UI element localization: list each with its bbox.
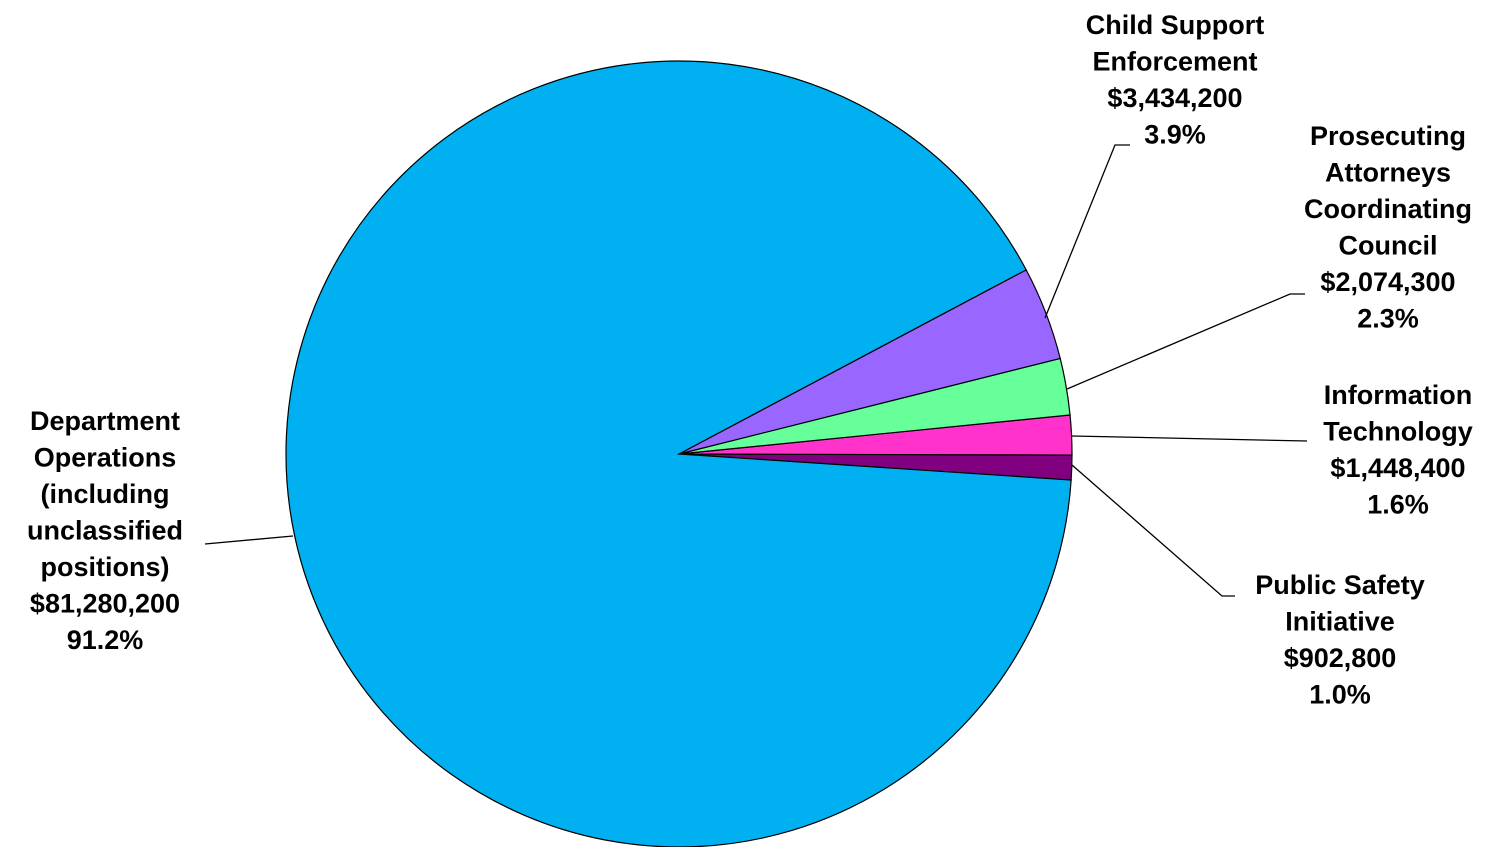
- slice-value-label: $1,448,400: [1330, 453, 1465, 483]
- slice-value-label: $81,280,200: [30, 589, 180, 619]
- slice-value-label: $3,434,200: [1107, 83, 1242, 113]
- slice-value-label: $2,074,300: [1320, 267, 1455, 297]
- slice-percent-label: 91.2%: [67, 625, 144, 655]
- slice-percent-label: 2.3%: [1357, 304, 1419, 334]
- slice-name-label: Operations: [34, 443, 177, 473]
- leader-line-4: [1071, 464, 1235, 597]
- slice-percent-label: 3.9%: [1144, 120, 1206, 150]
- slice-name-label: Council: [1339, 231, 1438, 261]
- slice-label-1: Child Support Enforcement $3,434,200 3.9%: [1086, 10, 1264, 150]
- slice-label-0: Department Operations (including unclassifi…: [27, 406, 183, 655]
- slice-percent-label: 1.6%: [1367, 490, 1429, 520]
- slice-name-label: (including: [41, 479, 170, 509]
- slice-name-label: Public Safety: [1255, 570, 1425, 600]
- slice-name-label: Information: [1324, 380, 1473, 410]
- slice-name-label: Technology: [1323, 417, 1473, 447]
- slice-name-label: Initiative: [1285, 607, 1395, 637]
- slice-label-2: Prosecuting Attorneys Coordinating Council $…: [1304, 121, 1472, 334]
- slice-label-3: Information Technology $1,448,400 1.6%: [1323, 380, 1473, 520]
- slice-name-label: Enforcement: [1092, 47, 1257, 77]
- slice-value-label: $902,800: [1284, 643, 1397, 673]
- slice-label-4: Public Safety Initiative $902,800 1.0%: [1255, 570, 1425, 710]
- slice-name-label: Attorneys: [1325, 158, 1451, 188]
- slice-name-label: positions): [41, 552, 170, 582]
- slice-labels: Department Operations (including unclassifi…: [27, 10, 1473, 710]
- slice-name-label: Prosecuting: [1310, 121, 1466, 151]
- leader-line-3: [1071, 435, 1308, 442]
- slice-name-label: Department: [30, 406, 180, 436]
- leader-line-2: [1066, 293, 1305, 390]
- leader-line-1: [1044, 144, 1130, 319]
- slice-percent-label: 1.0%: [1309, 680, 1371, 710]
- pie-slices: [285, 60, 1073, 847]
- slice-name-label: unclassified: [27, 516, 183, 546]
- leader-line-0: [204, 535, 294, 545]
- pie-slice-0: [285, 60, 1072, 847]
- slice-name-label: Child Support: [1086, 10, 1264, 40]
- slice-name-label: Coordinating: [1304, 194, 1472, 224]
- leader-lines: [204, 144, 1308, 597]
